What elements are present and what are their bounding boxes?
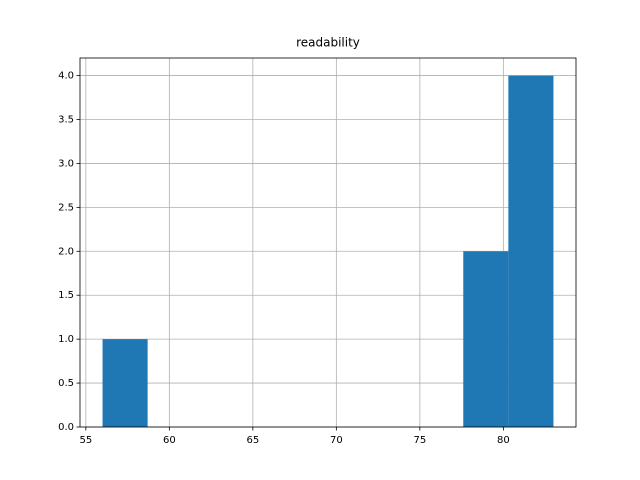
y-tick-label: 2.0 (58, 246, 74, 257)
bar (508, 75, 554, 428)
chart-title: readability (296, 36, 360, 50)
x-tick-label: 65 (246, 435, 259, 446)
y-tick-label: 1.0 (58, 334, 74, 345)
bar (102, 339, 148, 427)
x-tick-label: 80 (497, 435, 510, 446)
x-tick-label: 75 (413, 435, 426, 446)
y-tick-label: 1.5 (58, 290, 74, 301)
y-tick-label: 3.0 (58, 158, 74, 169)
y-tick-label: 4.0 (58, 71, 74, 82)
y-tick-label: 3.5 (58, 115, 74, 126)
plot-frame (79, 57, 577, 428)
x-tick-label: 70 (330, 435, 343, 446)
x-tick-label: 60 (163, 435, 176, 446)
bar (463, 251, 509, 427)
y-tick-label: 2.5 (58, 202, 74, 213)
y-tick-label: 0.0 (58, 422, 74, 433)
x-tick-label: 55 (79, 435, 92, 446)
y-tick-label: 0.5 (58, 378, 74, 389)
